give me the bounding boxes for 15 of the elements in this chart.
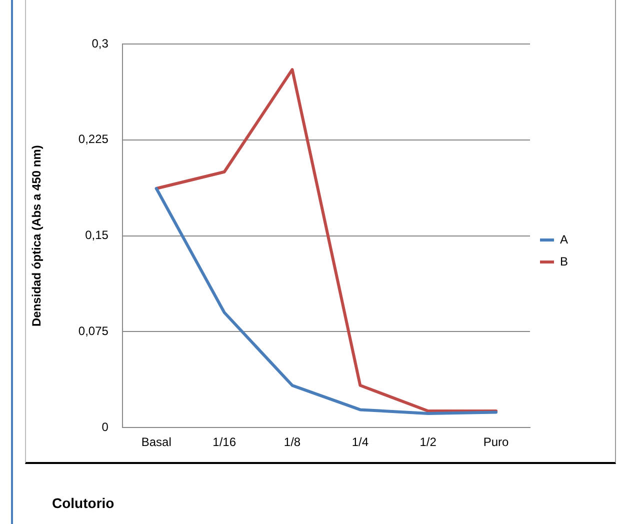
y-tick-label: 0,075: [78, 324, 109, 338]
x-tick-label: 1/4: [352, 435, 369, 450]
x-tick-label: Basal: [141, 435, 172, 450]
y-tick-label: 0,225: [78, 132, 109, 146]
x-tick-label: 1/16: [212, 435, 236, 450]
x-tick-label: 1/2: [420, 435, 437, 450]
y-axis-title: Densidad óptica (Abs a 450 nm): [30, 145, 44, 326]
y-tick-label: 0,3: [92, 36, 109, 50]
x-tick-label: 1/8: [284, 435, 301, 450]
y-tick-label: 0,15: [85, 228, 109, 242]
y-tick-label: 0: [102, 420, 109, 434]
legend-label: B: [560, 254, 568, 268]
x-axis-title: Colutorio: [52, 495, 114, 511]
legend-label: A: [560, 232, 568, 246]
x-tick-label: Puro: [483, 435, 510, 450]
